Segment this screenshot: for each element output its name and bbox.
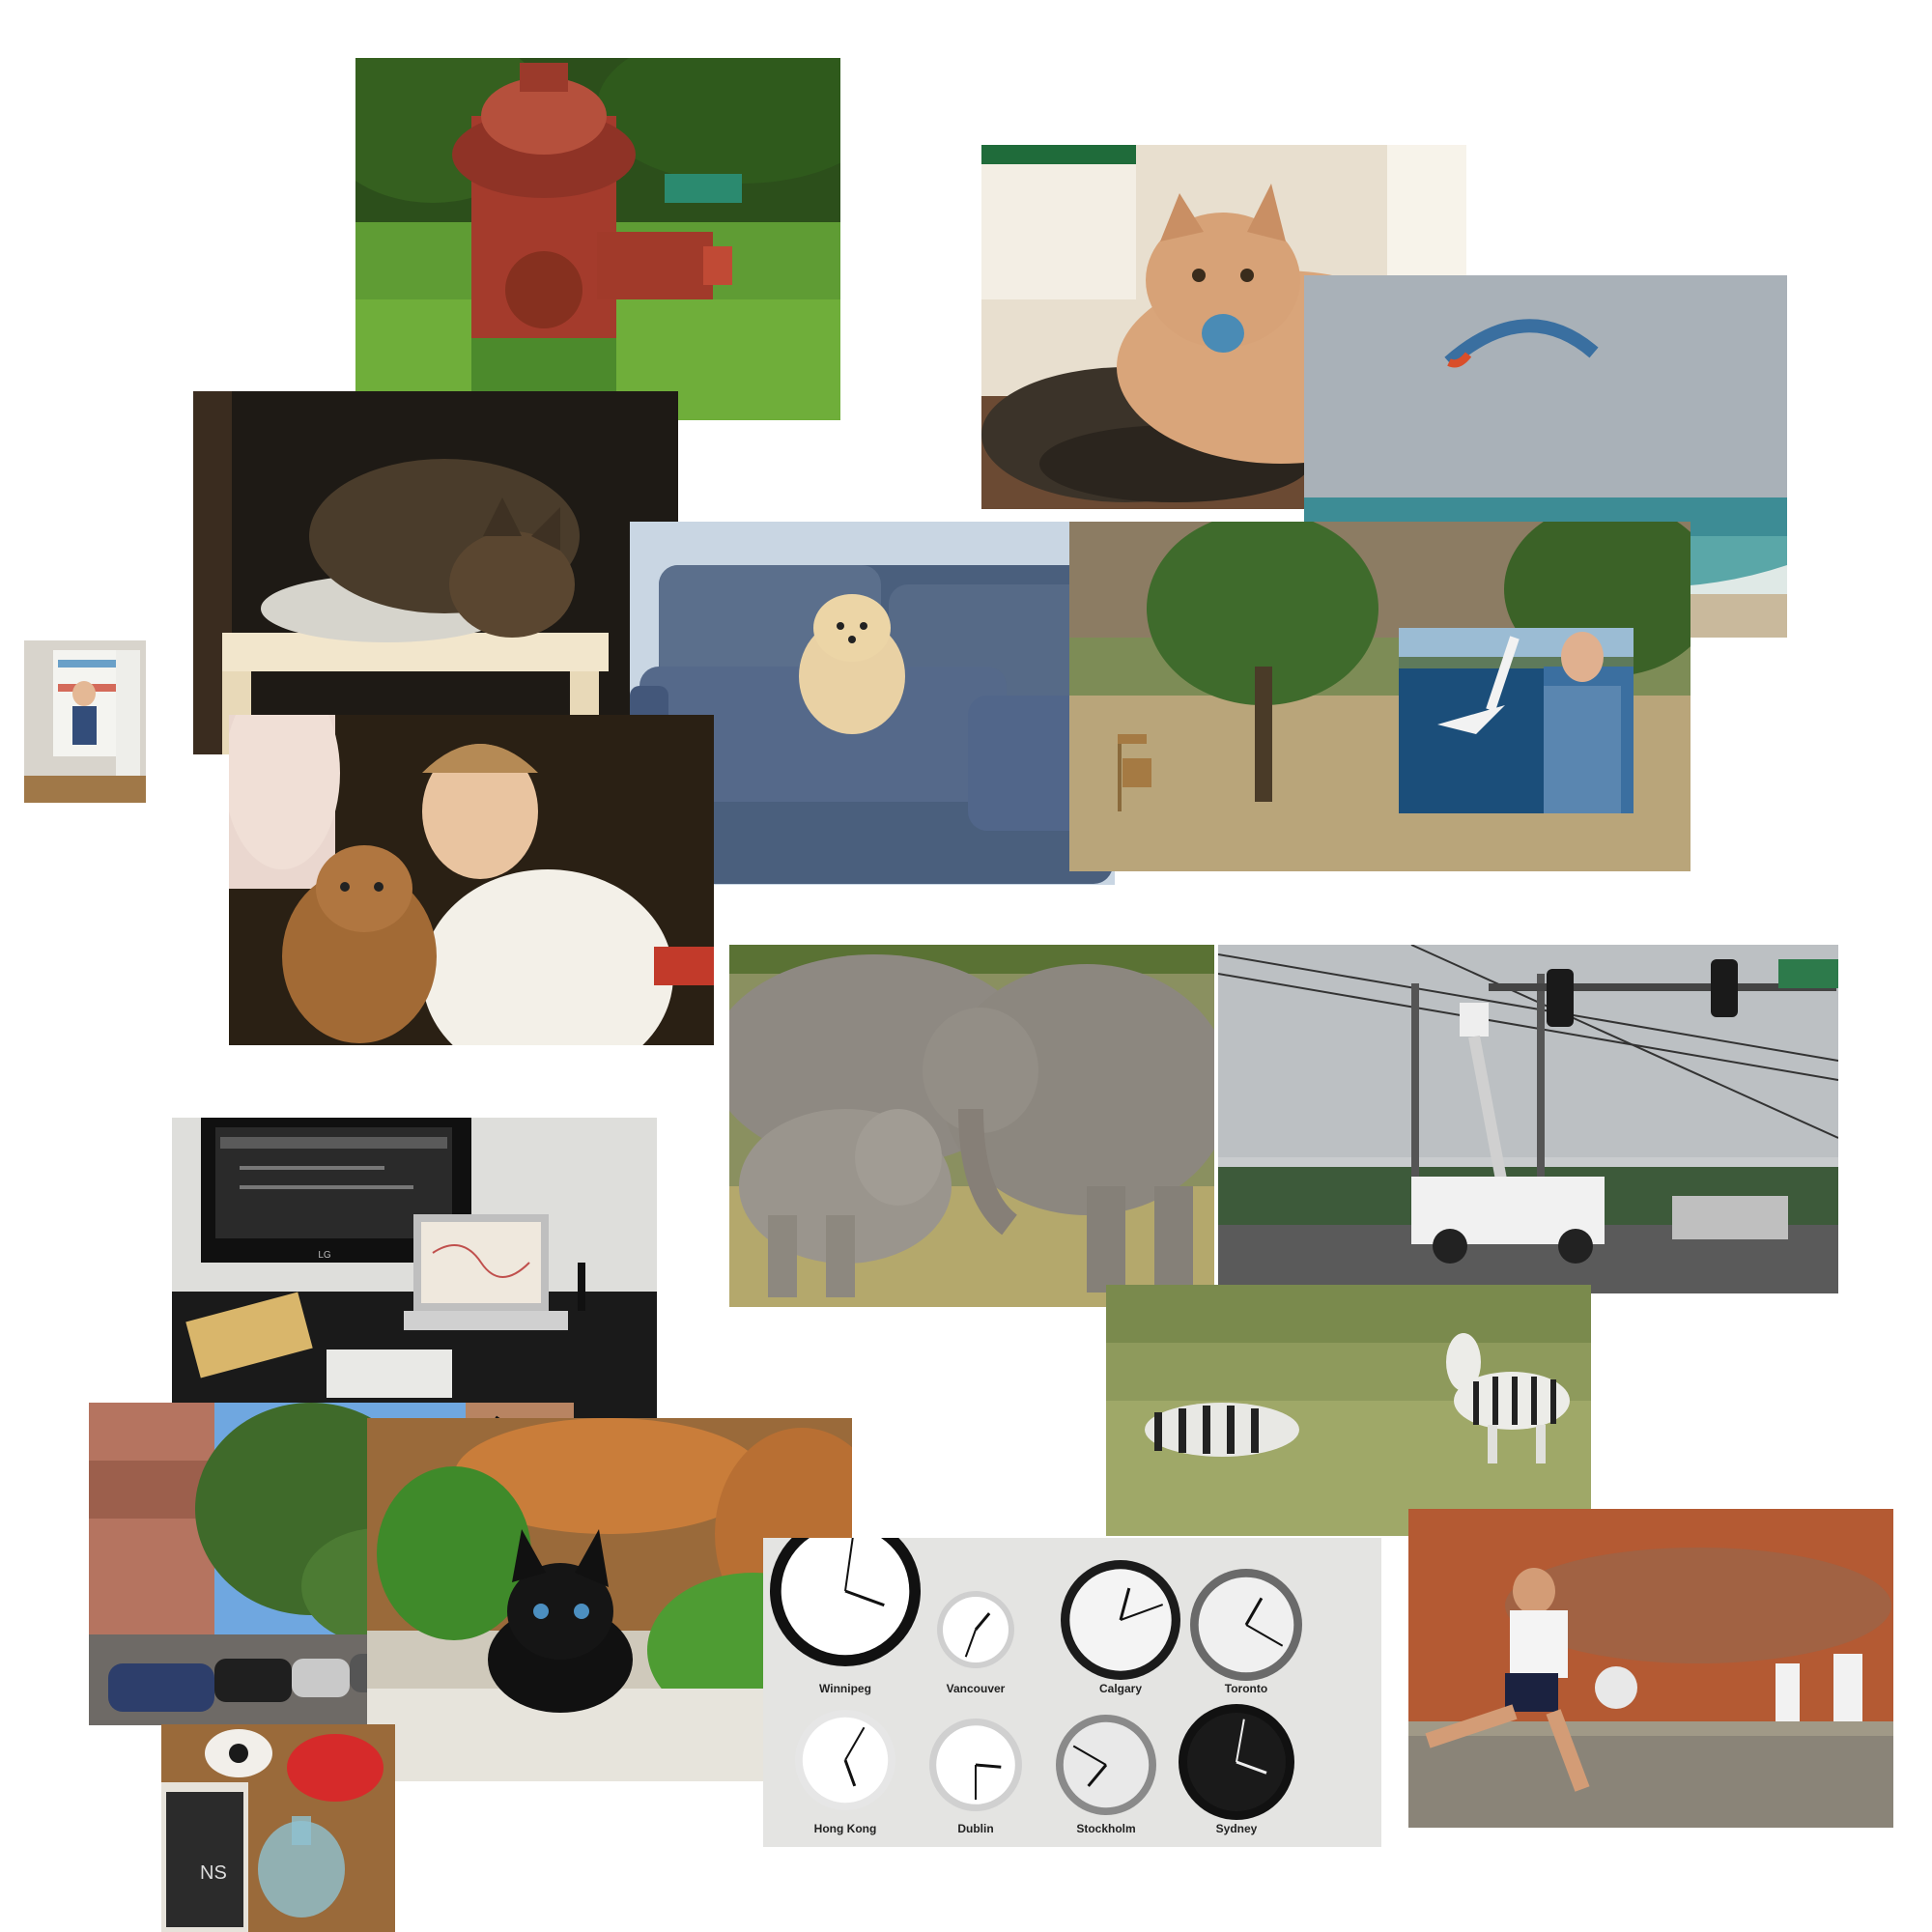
world-clocks-photo: Winnipeg Vancouver Calgary Toronto Hong Kong… bbox=[763, 1538, 1381, 1847]
handball-players-photo bbox=[1408, 1509, 1893, 1828]
elephants-photo bbox=[729, 945, 1214, 1307]
clock-stockholm: Stockholm bbox=[1056, 1715, 1156, 1835]
clock-dublin: Dublin bbox=[929, 1719, 1022, 1835]
clock-hong-kong: Hong Kong bbox=[795, 1710, 895, 1835]
baby-at-fridge-photo bbox=[24, 640, 146, 803]
corner-text: NS bbox=[200, 1862, 227, 1884]
monitor-brand-label: LG bbox=[318, 1250, 331, 1261]
child-with-teddy-bear-photo bbox=[229, 715, 714, 1045]
clock-city-label: Winnipeg bbox=[819, 1682, 871, 1695]
clock-city-label: Vancouver bbox=[947, 1682, 1006, 1695]
clock-city-label: Toronto bbox=[1225, 1682, 1267, 1695]
clock-city-label: Stockholm bbox=[1076, 1822, 1135, 1835]
sleeping-cat-photo bbox=[193, 391, 678, 754]
clock-winnipeg: Winnipeg bbox=[770, 1538, 921, 1695]
man-feeding-seagull-photo bbox=[1399, 628, 1634, 813]
clock-calgary: Calgary bbox=[1061, 1560, 1180, 1695]
clock-sydney: Sydney bbox=[1179, 1704, 1294, 1835]
clock-vancouver: Vancouver bbox=[937, 1591, 1014, 1695]
clock-city-label: Calgary bbox=[1099, 1682, 1142, 1695]
clock-toronto: Toronto bbox=[1190, 1569, 1302, 1695]
clock-city-label: Sydney bbox=[1216, 1822, 1258, 1835]
clock-city-label: Hong Kong bbox=[814, 1822, 877, 1835]
pomeranian-on-sofa-photo bbox=[630, 522, 1115, 885]
fire-hydrant-photo bbox=[355, 58, 840, 420]
zebras-photo bbox=[1106, 1285, 1591, 1536]
clock-city-label: Dublin bbox=[957, 1822, 993, 1835]
utility-truck-photo bbox=[1218, 945, 1838, 1293]
flower-vase-photo: NS bbox=[161, 1724, 395, 1932]
